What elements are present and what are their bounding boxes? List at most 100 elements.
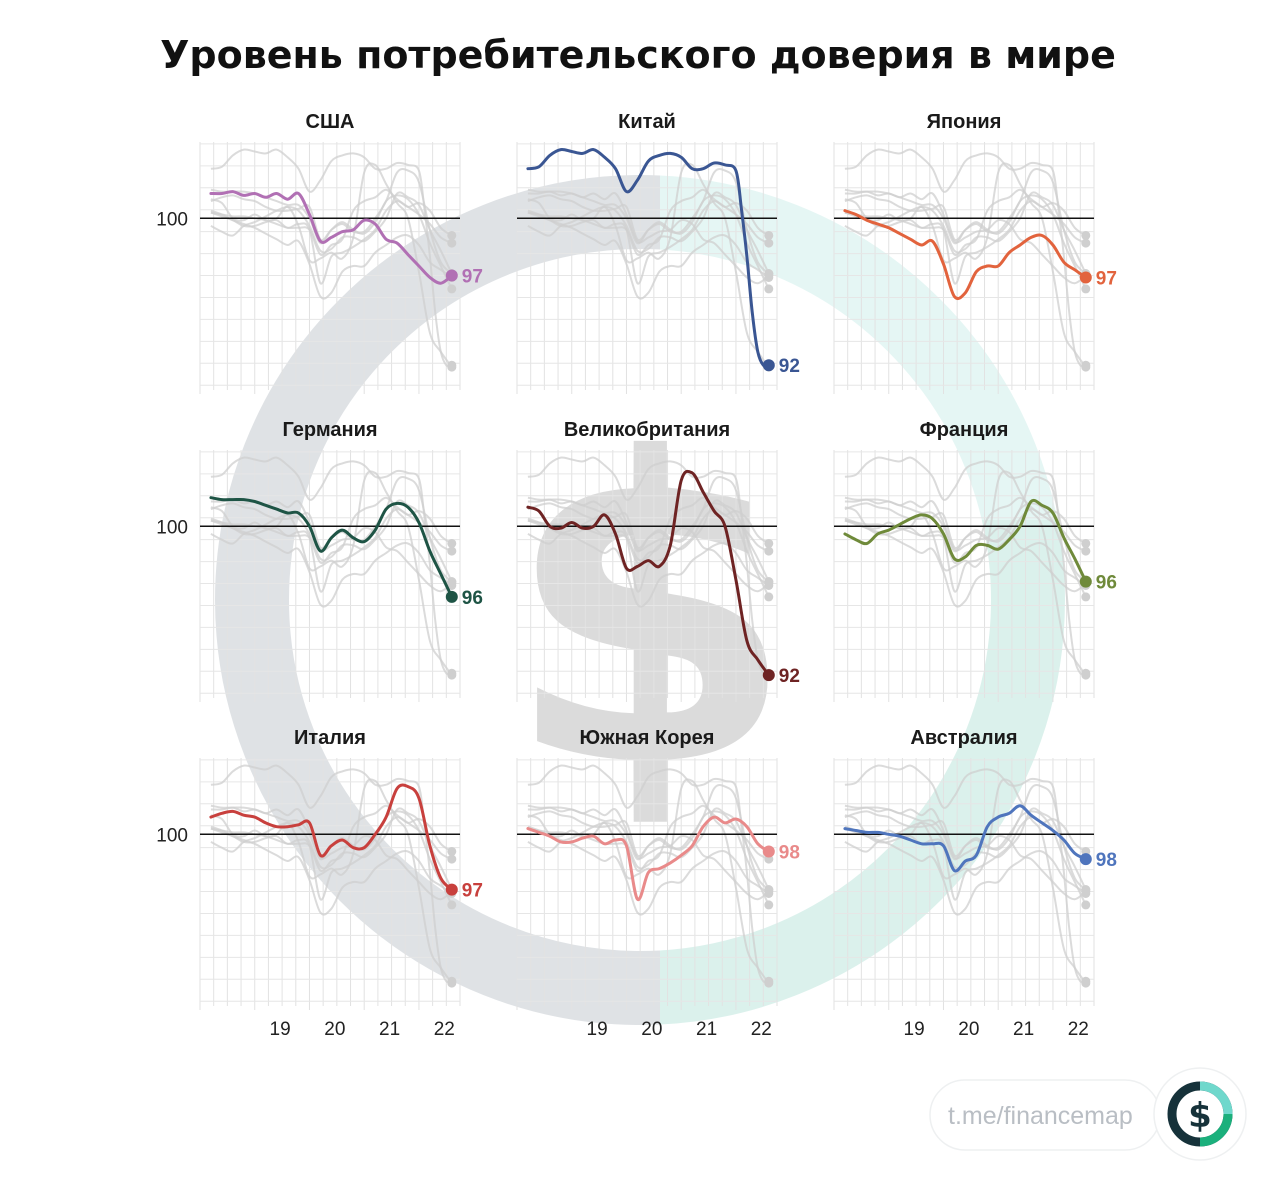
background-series-line: [527, 784, 770, 891]
watermark-dollar: $: [504, 371, 796, 860]
panel-5: Великобритания 92: [516, 419, 800, 702]
background-series-line: [844, 470, 1087, 676]
series-end-label: 98: [1096, 850, 1117, 871]
panel-grid: [833, 450, 1095, 702]
series-line: [526, 815, 771, 902]
background-series-line: [210, 148, 453, 368]
background-series-line: [844, 498, 1087, 593]
series-end-label: 92: [779, 666, 800, 687]
background-series-end-point: [447, 900, 457, 910]
panel-title: Япония: [927, 111, 1002, 133]
background-series-end-point: [1081, 592, 1091, 602]
background-series-line: [527, 168, 770, 275]
background-series-line: [844, 816, 1087, 901]
panel-2: Китай 92: [516, 111, 800, 394]
background-series-end-point: [764, 538, 774, 548]
background-series-line: [210, 470, 453, 676]
background-series-end-point: [1081, 238, 1091, 248]
series-end-label: 97: [1096, 268, 1117, 289]
background-series-end-point: [1081, 230, 1091, 240]
x-tick-label: 19: [270, 1019, 291, 1040]
background-series-line: [844, 191, 1087, 275]
background-series-line: [210, 456, 453, 676]
panel-title: Великобритания: [564, 419, 730, 441]
background-series-end-point: [447, 284, 457, 294]
background-series-line: [844, 456, 1087, 676]
x-tick-label: 20: [641, 1019, 662, 1040]
series-end-point: [445, 269, 458, 282]
series-end-label: 97: [462, 267, 483, 288]
background-series-line: [844, 764, 1087, 984]
background-series-end-point: [447, 546, 457, 556]
panel-3: Япония 97: [833, 111, 1117, 394]
background-series-end-point: [764, 577, 774, 587]
series-end-point: [1079, 853, 1092, 866]
background-series-end-point: [764, 978, 774, 988]
background-series-line: [210, 807, 453, 891]
background-series-line: [210, 806, 453, 901]
background-series-line: [844, 806, 1087, 901]
series-end-point: [762, 359, 775, 372]
panel-grid: [833, 142, 1095, 394]
background-series-end-point: [447, 238, 457, 248]
series-end-point: [1079, 575, 1092, 588]
chart-title: Уровень потребительского доверия в мире: [160, 33, 1116, 77]
panel-title: Китай: [618, 111, 676, 133]
background-series-end-point: [1081, 538, 1091, 548]
background-series-line: [210, 168, 453, 275]
panel-1: США 100 97: [156, 111, 483, 394]
background-series-line: [527, 190, 770, 285]
series-end-label: 96: [1096, 573, 1117, 594]
series-line: [526, 147, 771, 368]
series-end-point: [445, 883, 458, 896]
background-series-end-point: [1081, 670, 1091, 680]
panel-4: Германия 100 96: [156, 419, 483, 702]
background-series-end-point: [764, 230, 774, 240]
panel-title: Южная Корея: [580, 727, 715, 749]
background-series-line: [527, 778, 770, 984]
background-series-line: [844, 190, 1087, 285]
series-line: [526, 469, 771, 677]
background-series-line: [844, 168, 1087, 275]
x-tick-label: 19: [587, 1019, 608, 1040]
background-series-line: [844, 148, 1087, 368]
series-end-label: 97: [462, 881, 483, 902]
panel-6: Франция 96: [833, 419, 1117, 702]
panel-title: США: [306, 111, 355, 133]
background-series-line: [527, 508, 770, 593]
background-series-line: [527, 162, 770, 368]
footer-url[interactable]: t.me/financemap: [948, 1102, 1133, 1130]
x-tick-label: 22: [1068, 1019, 1089, 1040]
series-end-label: 92: [779, 356, 800, 377]
series-line: [209, 783, 454, 892]
x-tick-label: 20: [958, 1019, 979, 1040]
background-series-end-point: [764, 238, 774, 248]
background-series-end-point: [447, 362, 457, 372]
background-series-line: [527, 456, 770, 676]
background-series-end-point: [1081, 362, 1091, 372]
background-series-line: [210, 816, 453, 901]
background-series-end-point: [764, 269, 774, 279]
reference-label: 100: [156, 825, 188, 846]
background-series-line: [527, 498, 770, 593]
background-series-end-point: [1081, 284, 1091, 294]
series-end-point: [445, 590, 458, 603]
background-series-line: [844, 807, 1087, 891]
background-series-line: [210, 499, 453, 583]
background-series-line: [527, 807, 770, 891]
panel-title: Франция: [920, 419, 1009, 441]
footer-badge[interactable]: t.me/financemap $: [929, 1067, 1247, 1161]
dollar-circle-icon: $: [1167, 1081, 1233, 1147]
panel-9: Австралия 98 19 20 21 22: [833, 727, 1117, 1040]
background-series-line: [527, 806, 770, 901]
x-tick-label: 22: [434, 1019, 455, 1040]
background-series-end-point: [447, 846, 457, 856]
series-line: [209, 190, 454, 285]
background-series-line: [527, 476, 770, 583]
background-series-end-point: [447, 538, 457, 548]
background-series-end-point: [447, 670, 457, 680]
background-series-end-point: [764, 592, 774, 602]
panel-7: Италия 100 97 19 20 21 22: [156, 727, 483, 1040]
series-end-point: [1079, 271, 1092, 284]
